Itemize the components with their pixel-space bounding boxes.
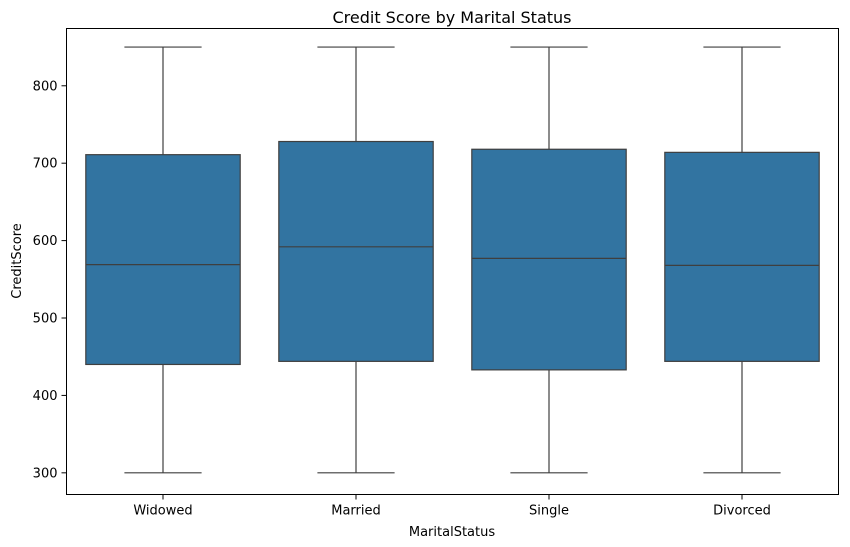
chart-title: Credit Score by Marital Status (332, 8, 571, 27)
y-tick-label: 300 (33, 466, 58, 481)
box-group (85, 46, 820, 474)
y-tick-label: 500 (33, 312, 58, 327)
y-tick-label: 400 (33, 389, 58, 404)
y-tick-label: 600 (33, 234, 58, 249)
y-tick-label: 700 (33, 157, 58, 172)
iqr-box (471, 148, 627, 371)
box-divorced (664, 46, 820, 474)
y-axis: 300 400 500 600 700 800 (33, 79, 67, 481)
box-widowed (85, 46, 241, 474)
x-tick-label: Single (529, 504, 569, 519)
x-tick-label: Married (331, 504, 381, 519)
x-tick-label: Divorced (713, 504, 771, 519)
y-tick-label: 800 (33, 79, 58, 94)
box-single (471, 46, 627, 474)
iqr-box (278, 140, 434, 362)
x-tick-label: Widowed (133, 504, 192, 519)
iqr-box (85, 154, 241, 366)
y-axis-label: CreditScore (10, 223, 25, 299)
x-axis: Widowed Married Single Divorced (133, 494, 771, 519)
box-married (278, 46, 434, 474)
iqr-box (664, 151, 820, 362)
x-axis-label: MaritalStatus (409, 525, 495, 540)
plot-frame (66, 28, 839, 495)
